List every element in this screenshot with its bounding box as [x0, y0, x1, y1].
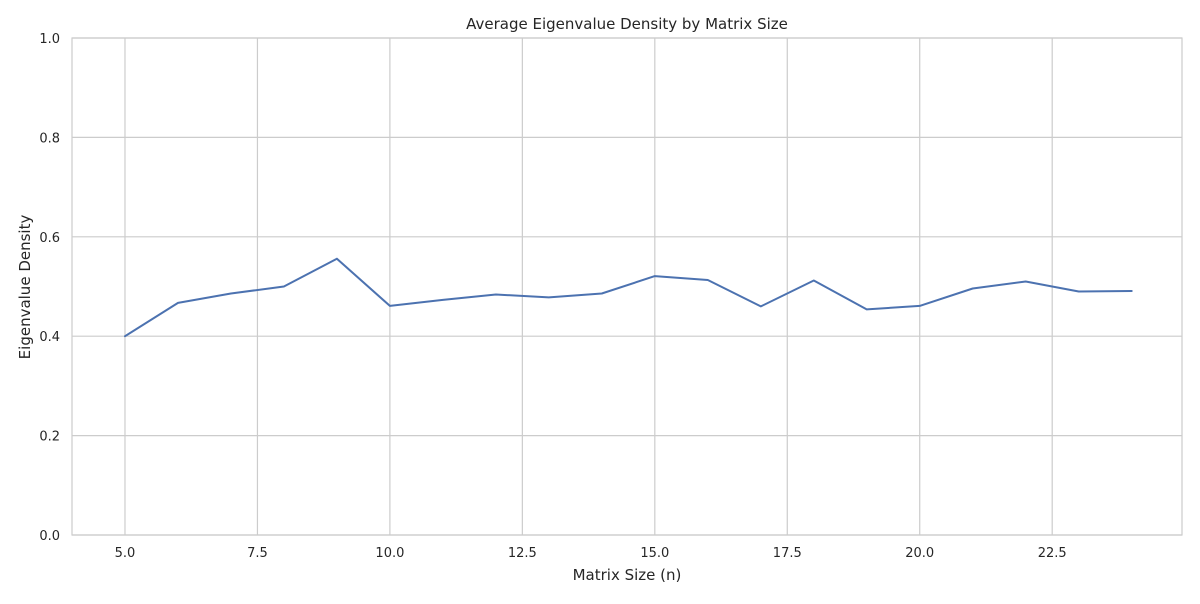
x-tick-label: 7.5: [247, 546, 268, 561]
y-axis-label: Eigenvalue Density: [16, 215, 34, 360]
y-tick-labels: 0.0 0.2 0.4 0.6 0.8 1.0: [39, 32, 60, 544]
x-tick-label: 22.5: [1038, 546, 1067, 561]
x-axis-label: Matrix Size (n): [573, 566, 682, 584]
y-tick-label: 0.0: [39, 529, 60, 544]
x-tick-labels: 5.0 7.5 10.0 12.5 15.0 17.5 20.0 22.5: [115, 546, 1067, 561]
x-tick-label: 15.0: [640, 546, 669, 561]
x-tick-label: 17.5: [773, 546, 802, 561]
series-line: [124, 257, 1133, 338]
y-tick-label: 1.0: [39, 32, 60, 47]
y-tick-label: 0.2: [39, 430, 60, 445]
plot-frame: [71, 37, 1183, 536]
grid: [72, 37, 1182, 536]
chart-title: Average Eigenvalue Density by Matrix Siz…: [466, 15, 788, 33]
x-tick-label: 10.0: [375, 546, 404, 561]
x-tick-label: 20.0: [905, 546, 934, 561]
y-tick-label: 0.8: [39, 131, 60, 146]
y-tick-label: 0.6: [39, 231, 60, 246]
x-tick-label: 12.5: [508, 546, 537, 561]
x-tick-label: 5.0: [115, 546, 136, 561]
y-tick-label: 0.4: [39, 330, 60, 345]
series-layer: [124, 257, 1133, 338]
